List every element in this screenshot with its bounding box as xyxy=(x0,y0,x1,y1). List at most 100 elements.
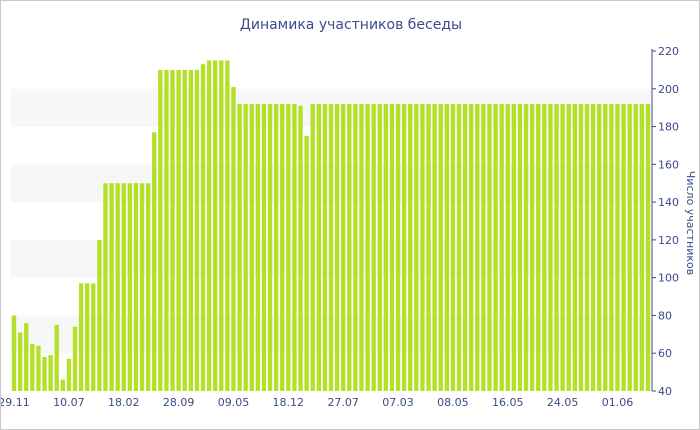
bar xyxy=(432,103,437,391)
bar xyxy=(48,355,53,391)
bar xyxy=(109,183,114,391)
bar xyxy=(292,103,297,391)
x-tick-label: 27.07 xyxy=(327,396,359,409)
bar xyxy=(395,103,401,391)
bar xyxy=(213,60,218,391)
bar xyxy=(255,103,261,391)
bar xyxy=(597,103,602,391)
bar xyxy=(121,183,126,391)
bar xyxy=(505,103,510,391)
bar xyxy=(639,103,645,391)
bar xyxy=(304,136,309,391)
bar xyxy=(225,60,230,391)
y-tick-label: 80 xyxy=(658,309,672,322)
bar xyxy=(481,103,486,391)
y-axis-label: Число участников xyxy=(684,171,697,275)
bar xyxy=(493,103,498,391)
bar xyxy=(54,324,59,391)
bar xyxy=(560,103,565,391)
bar xyxy=(316,103,322,391)
bar xyxy=(273,103,279,391)
bar xyxy=(584,103,590,391)
y-ticks: 40 60 80 100 120 140 160 180 200 220 xyxy=(652,45,679,398)
bar xyxy=(615,103,620,391)
bar xyxy=(603,103,608,391)
bar xyxy=(523,103,529,391)
bar xyxy=(456,103,462,391)
bar xyxy=(194,69,200,391)
bar xyxy=(280,103,285,391)
bar xyxy=(529,103,535,391)
bar xyxy=(170,69,175,391)
x-tick-label: 28.09 xyxy=(163,396,195,409)
bar xyxy=(414,103,419,391)
y-tick-label: 140 xyxy=(658,196,679,209)
bar xyxy=(450,103,456,391)
bar xyxy=(566,103,571,391)
bar xyxy=(298,105,303,391)
bar xyxy=(609,103,614,391)
bar xyxy=(438,103,443,391)
bar xyxy=(145,183,151,391)
bar xyxy=(444,103,450,391)
bar xyxy=(133,183,139,391)
bar xyxy=(219,60,224,391)
x-tick-label: 29.11 xyxy=(1,396,30,409)
bar xyxy=(286,103,291,391)
bar xyxy=(353,103,358,391)
bar xyxy=(487,103,492,391)
bar xyxy=(621,103,626,391)
y-tick-label: 200 xyxy=(658,83,679,96)
bar xyxy=(389,103,395,391)
bar xyxy=(17,332,23,391)
bar xyxy=(158,69,163,391)
bar xyxy=(310,103,315,391)
bar xyxy=(590,103,596,391)
bar xyxy=(139,183,145,391)
y-tick-label: 220 xyxy=(658,45,679,58)
bar xyxy=(206,60,212,391)
bar xyxy=(365,103,370,391)
bar xyxy=(377,103,382,391)
x-tick-label: 09.05 xyxy=(218,396,250,409)
bar xyxy=(334,103,340,391)
bar xyxy=(115,183,120,391)
bar xyxy=(267,103,273,391)
bar xyxy=(359,103,364,391)
bar xyxy=(237,103,242,391)
bar xyxy=(578,103,584,391)
x-tick-label: 08.05 xyxy=(437,396,469,409)
bar xyxy=(85,283,90,391)
bar xyxy=(499,103,504,391)
x-ticks: 29.11 10.07 18.02 28.09 09.05 18.12 27.07 07.03… xyxy=(1,396,633,409)
bar xyxy=(633,103,638,391)
bar xyxy=(408,103,413,391)
bar xyxy=(30,343,35,391)
bar xyxy=(572,103,578,391)
y-tick-label: 160 xyxy=(658,158,679,171)
y-tick-label: 120 xyxy=(658,234,679,247)
bar xyxy=(517,103,523,391)
bar xyxy=(176,69,181,391)
bar xyxy=(164,69,169,391)
bar xyxy=(328,103,334,391)
bar xyxy=(36,345,41,391)
bar xyxy=(200,64,206,391)
x-tick-label: 18.02 xyxy=(108,396,140,409)
bar xyxy=(42,357,47,391)
bar xyxy=(78,283,84,391)
bar xyxy=(645,103,651,391)
bar xyxy=(371,103,376,391)
bar xyxy=(475,103,480,391)
bar xyxy=(152,132,157,391)
bar xyxy=(401,103,407,391)
bars xyxy=(11,60,651,391)
y-tick-label: 60 xyxy=(658,347,672,360)
x-tick-label: 01.06 xyxy=(602,396,634,409)
bar xyxy=(231,86,236,391)
bar xyxy=(420,103,425,391)
bar xyxy=(462,103,468,391)
bar xyxy=(72,326,78,391)
